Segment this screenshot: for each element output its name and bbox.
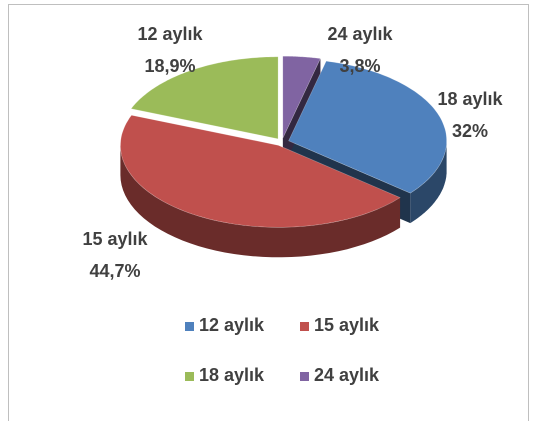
data-label-name: 15 aylık — [82, 229, 148, 249]
data-label-value: 18,9% — [144, 56, 195, 76]
legend-swatch — [185, 322, 194, 331]
slice — [120, 114, 401, 228]
data-label-value: 3,8% — [339, 56, 380, 76]
data-label-value: 44,7% — [89, 261, 140, 281]
slice — [282, 55, 321, 139]
legend-label: 18 aylık — [199, 365, 265, 385]
data-label-name: 12 aylık — [137, 24, 203, 44]
data-label-name: 24 aylık — [327, 24, 393, 44]
slice — [130, 56, 279, 140]
data-label-name: 18 aylık — [437, 89, 503, 109]
legend-swatch — [300, 372, 309, 381]
legend-label: 15 aylık — [314, 315, 380, 335]
legend-label: 24 aylık — [314, 365, 380, 385]
slice-side — [410, 140, 447, 224]
legend-swatch — [300, 322, 309, 331]
legend-swatch — [185, 372, 194, 381]
slice-side — [120, 145, 401, 258]
slice — [288, 60, 447, 194]
data-label-value: 32% — [452, 121, 488, 141]
legend-label: 12 aylık — [199, 315, 265, 335]
chart-frame — [8, 4, 529, 421]
